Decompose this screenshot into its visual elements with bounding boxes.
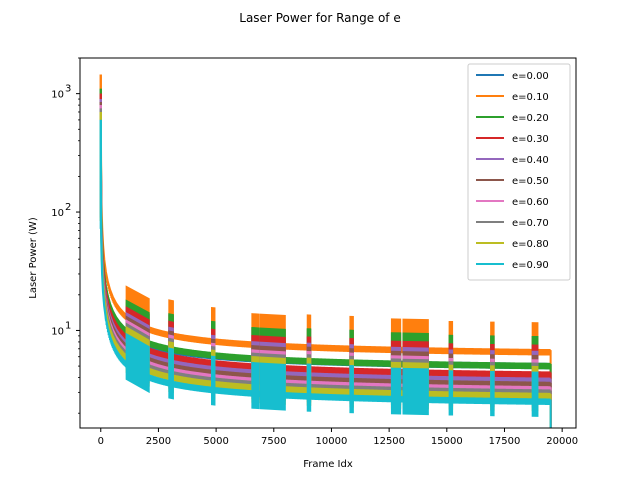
axes-layer: 0 2500 5000 7500 10000 12500 15000 17500 20000 10…: [51, 57, 578, 447]
x-tick-label: 12500: [373, 436, 405, 447]
series-layer: [99, 74, 552, 428]
legend-label: e=0.30: [512, 134, 549, 145]
x-tick-label: 15000: [431, 436, 463, 447]
legend-label: e=0.50: [512, 176, 549, 187]
legend-label: e=0.40: [512, 155, 549, 166]
legend-label: e=0.60: [512, 197, 549, 208]
series-spike: [211, 355, 216, 406]
legend: e=0.00 e=0.10 e=0.20 e=0.30 e=0.40 e=0.50 e=0.…: [467, 63, 571, 281]
chart-title: Laser Power for Range of e: [239, 11, 400, 25]
x-tick-label: 2500: [146, 436, 171, 447]
x-tick-label: 7500: [261, 436, 286, 447]
y-axis-label: Laser Power (W): [28, 217, 39, 299]
series-spike: [251, 361, 260, 410]
y-tick-label: 10: [51, 90, 64, 101]
x-tick-label: 5000: [203, 436, 228, 447]
axes-frame: [79, 57, 577, 429]
series-spike: [390, 367, 402, 415]
series-e=0.90: [99, 119, 552, 428]
series-spike: [448, 370, 454, 416]
legend-label: e=0.70: [512, 218, 549, 229]
series-spike: [349, 365, 354, 414]
legend-label: e=0.20: [512, 113, 549, 124]
x-tick-label: 0: [98, 436, 104, 447]
series-spike: [259, 362, 286, 411]
y-tick-label: 10: [51, 326, 64, 337]
series-spike: [306, 363, 312, 412]
legend-label: e=0.00: [512, 71, 549, 82]
series-spike: [168, 347, 174, 400]
series-spike: [125, 332, 150, 394]
legend-label: e=0.80: [512, 239, 549, 250]
legend-label: e=0.10: [512, 92, 549, 103]
x-tick-label: 20000: [546, 436, 578, 447]
y-tick-label: 10: [51, 208, 64, 219]
y-tick-exponent: 2: [65, 202, 71, 213]
y-tick-exponent: 3: [65, 84, 71, 95]
legend-label: e=0.90: [512, 260, 549, 271]
series-spike: [490, 370, 495, 417]
series-spike: [531, 371, 539, 417]
x-axis-label: Frame Idx: [303, 459, 353, 470]
series-spike: [402, 367, 429, 416]
x-tick-label: 17500: [489, 436, 521, 447]
x-tick-label: 10000: [316, 436, 348, 447]
y-tick-exponent: 1: [65, 320, 71, 331]
